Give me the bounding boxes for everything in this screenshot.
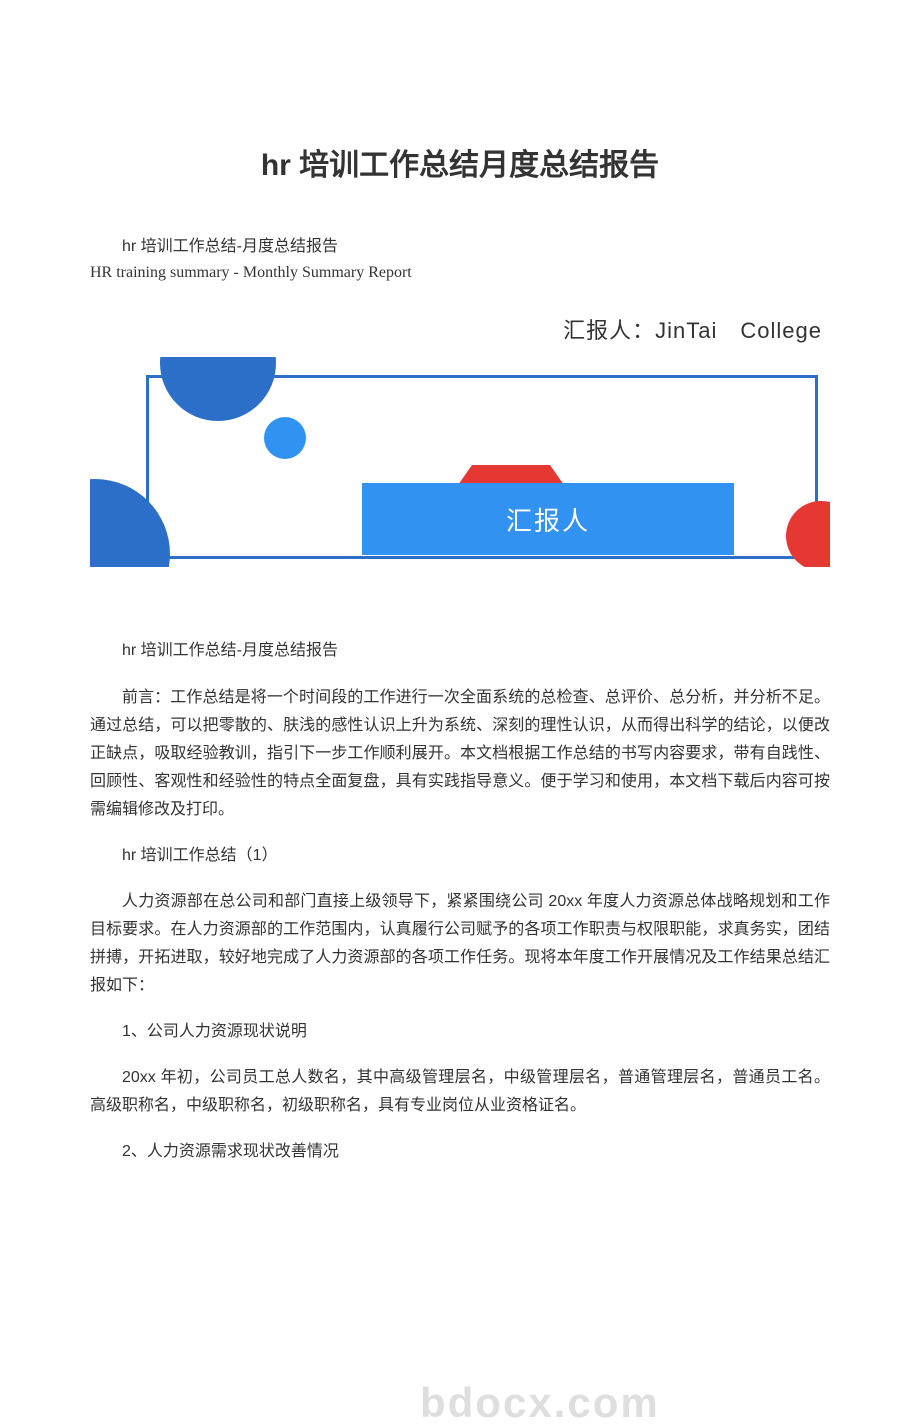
- body-paragraph: 20xx 年初，公司员工总人数名，其中高级管理层名，中级管理层名，普通管理层名，…: [90, 1064, 830, 1120]
- preface-paragraph: 前言：工作总结是将一个时间段的工作进行一次全面系统的总检查、总评价、总分析，并分…: [90, 684, 830, 824]
- section-1-title: hr 培训工作总结（1）: [90, 842, 830, 870]
- numbered-heading-2: 2、人力资源需求现状改善情况: [90, 1138, 830, 1166]
- subtitle-english: HR training summary - Monthly Summary Re…: [90, 260, 830, 286]
- body-paragraph: 人力资源部在总公司和部门直接上级领导下，紧紧围绕公司 20xx 年度人力资源总体…: [90, 888, 830, 1000]
- subtitle-chinese: hr 培训工作总结-月度总结报告: [90, 234, 830, 260]
- banner-text: 汇报人: [506, 501, 590, 538]
- decorative-graphic: 汇报人: [90, 357, 830, 567]
- numbered-heading-1: 1、公司人力资源现状说明: [90, 1018, 830, 1046]
- section-header: hr 培训工作总结-月度总结报告: [90, 637, 830, 666]
- reporter-label: 汇报人：JinTai College: [90, 313, 830, 345]
- watermark-text: bdocx.com: [420, 1379, 660, 1427]
- document-main-title: hr 培训工作总结月度总结报告: [90, 0, 830, 234]
- trapezoid-decoration: [472, 465, 550, 485]
- circle-decoration: [264, 417, 306, 459]
- banner-box: 汇报人: [362, 483, 734, 555]
